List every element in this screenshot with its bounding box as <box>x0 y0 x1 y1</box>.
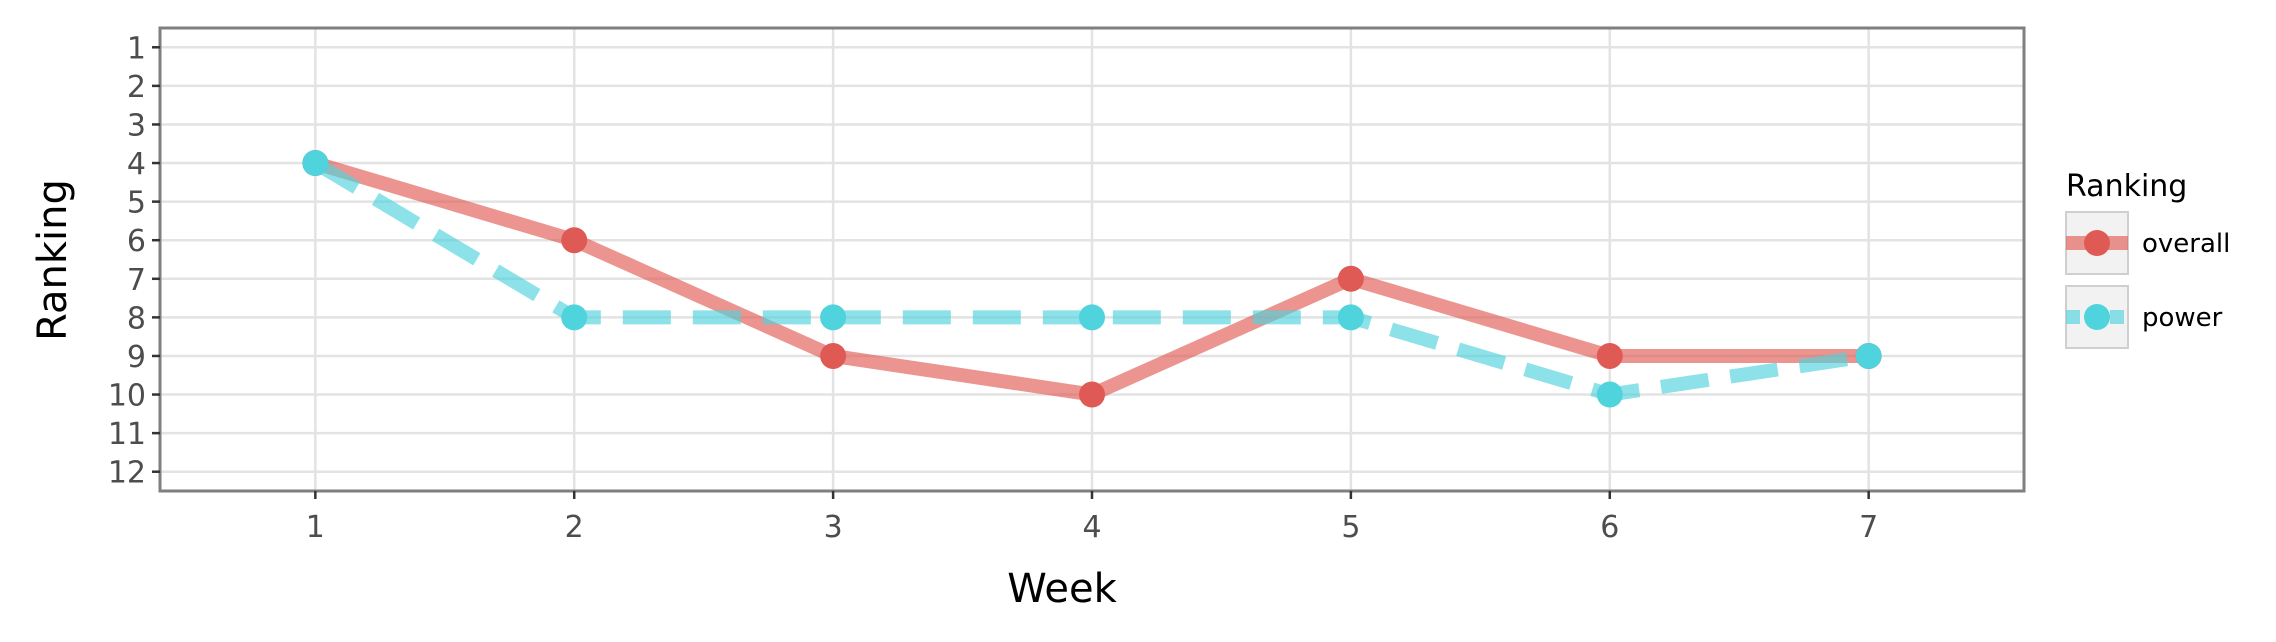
y-tick-label: 1 <box>127 31 146 66</box>
data-point-overall <box>1079 381 1105 408</box>
legend-title: Ranking <box>2066 169 2187 204</box>
data-point-power <box>1337 304 1364 331</box>
x-axis-ticks: 1 2 3 4 5 6 7 <box>306 491 1878 545</box>
x-tick-label: 1 <box>306 510 325 545</box>
x-axis-title: Week <box>1007 566 1117 612</box>
data-point-overall <box>820 342 847 369</box>
legend: Ranking overall power <box>2065 169 2230 349</box>
data-point-power <box>1596 381 1623 408</box>
x-gridlines <box>314 28 1870 491</box>
legend-key-point <box>2084 304 2110 330</box>
x-tick-label: 7 <box>1859 510 1878 545</box>
y-tick-label: 4 <box>127 147 146 182</box>
y-tick-label: 12 <box>108 456 146 491</box>
y-tick-label: 11 <box>108 417 146 452</box>
y-tick-label: 3 <box>127 108 146 143</box>
y-tick-label: 8 <box>127 301 146 336</box>
legend-item-power: power <box>2065 285 2223 349</box>
series-layer <box>302 150 1882 408</box>
data-point-overall <box>561 227 588 254</box>
data-point-power <box>302 150 329 177</box>
y-tick-label: 6 <box>127 224 146 259</box>
y-tick-label: 7 <box>127 263 146 298</box>
data-point-overall <box>1337 265 1364 292</box>
legend-item-overall: overall <box>2065 211 2230 275</box>
x-tick-label: 6 <box>1600 510 1619 545</box>
x-tick-label: 4 <box>1082 510 1101 545</box>
y-tick-label: 9 <box>127 340 146 375</box>
data-point-power <box>561 304 588 331</box>
x-tick-label: 2 <box>565 510 584 545</box>
data-point-power <box>1079 304 1105 331</box>
data-point-overall <box>1596 342 1623 369</box>
x-tick-label: 5 <box>1341 510 1360 545</box>
y-axis-title: Ranking <box>30 179 76 341</box>
legend-label: overall <box>2142 229 2230 259</box>
series-power <box>302 150 1882 408</box>
y-tick-label: 2 <box>127 70 146 105</box>
data-point-power <box>1855 342 1882 369</box>
data-point-power <box>820 304 847 331</box>
legend-label: power <box>2142 303 2223 333</box>
legend-items: overall power <box>2065 211 2230 349</box>
x-tick-label: 3 <box>824 510 843 545</box>
y-tick-label: 10 <box>108 379 146 414</box>
legend-key-point <box>2084 230 2110 256</box>
y-tick-label: 5 <box>127 186 146 221</box>
